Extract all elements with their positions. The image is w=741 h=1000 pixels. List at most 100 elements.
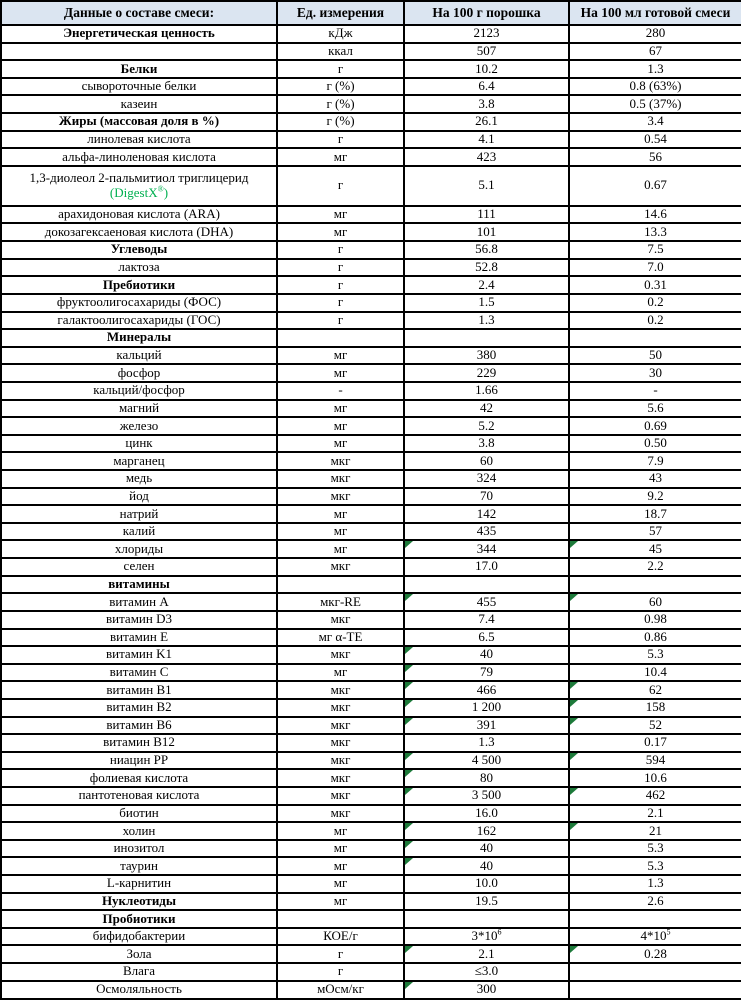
nutrient-name-cell: лактоза <box>0 257 278 278</box>
unit-cell: мкг <box>276 451 405 471</box>
per-100ml-value-cell: 50 <box>568 345 741 366</box>
per-100ml-value-cell: 280 <box>568 24 741 44</box>
nutrient-name-cell: фруктоолигосахариды (ФОС) <box>0 292 278 313</box>
nutrient-name-cell: L-карнитин <box>0 874 278 894</box>
per-100g-value-cell: 80 <box>403 768 570 788</box>
per-100ml-value-cell: 52 <box>568 715 741 736</box>
table-row: казеин г (%) 3.8 0.5 (37%) <box>0 94 741 115</box>
table-row: медь мкг 324 43 <box>0 469 741 489</box>
nutrient-name-cell: пантотеновая кислота <box>0 786 278 806</box>
nutrient-name-cell: сывороточные белки <box>0 76 278 97</box>
per-100g-value-cell: 111 <box>403 204 570 225</box>
unit-cell: мкг <box>276 786 405 806</box>
unit-cell: мг <box>276 838 405 859</box>
per-100ml-value-cell: 0.5 (37%) <box>568 94 741 115</box>
per-100ml-value-cell: 10.6 <box>568 768 741 788</box>
nutrient-name-cell: казеин <box>0 94 278 115</box>
per-100ml-value-cell <box>568 979 741 1000</box>
unit-cell: мОсм/кг <box>276 979 405 1000</box>
per-100g-value-cell: 40 <box>403 645 570 665</box>
per-100g-value-cell: 229 <box>403 363 570 383</box>
per-100ml-value-cell: 4*105 <box>568 926 741 947</box>
per-100g-value-cell: 3 500 <box>403 786 570 806</box>
nutrient-name-cell: витамин B12 <box>0 733 278 753</box>
unit-cell: г <box>276 59 405 79</box>
nutrient-name-cell: Влага <box>0 962 278 982</box>
header-row: Данные о составе смеси: Ед. измерения На… <box>0 0 741 26</box>
unit-cell: мг <box>276 821 405 841</box>
per-100ml-value-cell: 5.3 <box>568 856 741 877</box>
per-100g-value-cell: 19.5 <box>403 891 570 912</box>
per-100g-value-cell: 3.8 <box>403 433 570 454</box>
unit-cell: мг <box>276 433 405 454</box>
unit-cell: ккал <box>276 41 405 62</box>
per-100g-value-cell: 1.5 <box>403 292 570 313</box>
table-row: селен мкг 17.0 2.2 <box>0 557 741 577</box>
per-100ml-value-cell: 43 <box>568 469 741 489</box>
nutrient-name-cell: Жиры (массовая доля в %) <box>0 112 278 132</box>
per-100g-value-cell: 10.0 <box>403 874 570 894</box>
table-row: витамин E мг α-TE 6.5 0.86 <box>0 627 741 648</box>
per-100ml-value-cell: 5.6 <box>568 398 741 419</box>
per-100ml-value-cell: 2.2 <box>568 557 741 577</box>
unit-cell: мг <box>276 521 405 542</box>
nutrient-name-cell: калий <box>0 521 278 542</box>
table-row: кальций/фосфор - 1.66 - <box>0 380 741 401</box>
per-100ml-value-cell: 62 <box>568 680 741 700</box>
unit-cell: мг <box>276 398 405 419</box>
per-100ml-value-cell: - <box>568 380 741 401</box>
unit-cell: мг <box>276 416 405 436</box>
unit-cell: мкг <box>276 768 405 788</box>
unit-cell: мкг <box>276 733 405 753</box>
table-row: Влага г ≤3.0 <box>0 962 741 982</box>
unit-cell: г <box>276 944 405 965</box>
nutrient-name-cell <box>0 41 278 62</box>
per-100g-value-cell: 101 <box>403 222 570 243</box>
per-100g-value-cell: 16.0 <box>403 803 570 824</box>
per-100ml-value-cell: 2.6 <box>568 891 741 912</box>
table-row: витамин D3 мкг 7.4 0.98 <box>0 609 741 630</box>
table-row: витамин B2 мкг 1 200 158 <box>0 697 741 718</box>
per-100ml-value-cell: 18.7 <box>568 504 741 524</box>
nutrient-name-cell: фосфор <box>0 363 278 383</box>
per-100ml-value-cell: 2.1 <box>568 803 741 824</box>
header-unit: Ед. измерения <box>276 0 405 26</box>
per-100ml-value-cell: 0.2 <box>568 310 741 331</box>
per-100ml-value-cell: 9.2 <box>568 486 741 507</box>
per-100ml-value-cell <box>568 328 741 348</box>
per-100g-value-cell: 162 <box>403 821 570 841</box>
nutrient-name-cell: альфа-линоленовая кислота <box>0 147 278 167</box>
per-100g-value-cell: 79 <box>403 662 570 683</box>
table-row: таурин мг 40 5.3 <box>0 856 741 877</box>
table-row: витамин B12 мкг 1.3 0.17 <box>0 733 741 753</box>
unit-cell: г <box>276 257 405 278</box>
unit-cell: мг <box>276 345 405 366</box>
unit-cell: г <box>276 275 405 295</box>
per-100ml-value-cell: 0.67 <box>568 164 741 207</box>
per-100g-value-cell: 435 <box>403 521 570 542</box>
per-100g-value-cell: 42 <box>403 398 570 419</box>
table-row: Осмоляльность мОсм/кг 300 <box>0 979 741 1000</box>
nutrient-name-cell: холин <box>0 821 278 841</box>
table-row: йод мкг 70 9.2 <box>0 486 741 507</box>
per-100ml-value-cell: 13.3 <box>568 222 741 243</box>
per-100ml-value-cell: 30 <box>568 363 741 383</box>
per-100ml-value-cell: 7.9 <box>568 451 741 471</box>
table-row: инозитол мг 40 5.3 <box>0 838 741 859</box>
per-100ml-value-cell: 57 <box>568 521 741 542</box>
per-100ml-value-cell: 462 <box>568 786 741 806</box>
per-100g-value-cell: 466 <box>403 680 570 700</box>
table-row: кальций мг 380 50 <box>0 345 741 366</box>
nutrient-name-cell: фолиевая кислота <box>0 768 278 788</box>
per-100g-value-cell: 2.4 <box>403 275 570 295</box>
per-100g-value-cell: 3.8 <box>403 94 570 115</box>
unit-cell: г <box>276 292 405 313</box>
unit-cell: мкг <box>276 697 405 718</box>
table-row: докозагексаеновая кислота (DHA) мг 101 1… <box>0 222 741 243</box>
nutrient-name-cell: Энергетическая ценность <box>0 24 278 44</box>
nutrient-name-cell: цинк <box>0 433 278 454</box>
per-100ml-value-cell: 5.3 <box>568 645 741 665</box>
per-100g-value-cell: 40 <box>403 838 570 859</box>
per-100ml-value-cell: 0.50 <box>568 433 741 454</box>
table-row: Зола г 2.1 0.28 <box>0 944 741 965</box>
